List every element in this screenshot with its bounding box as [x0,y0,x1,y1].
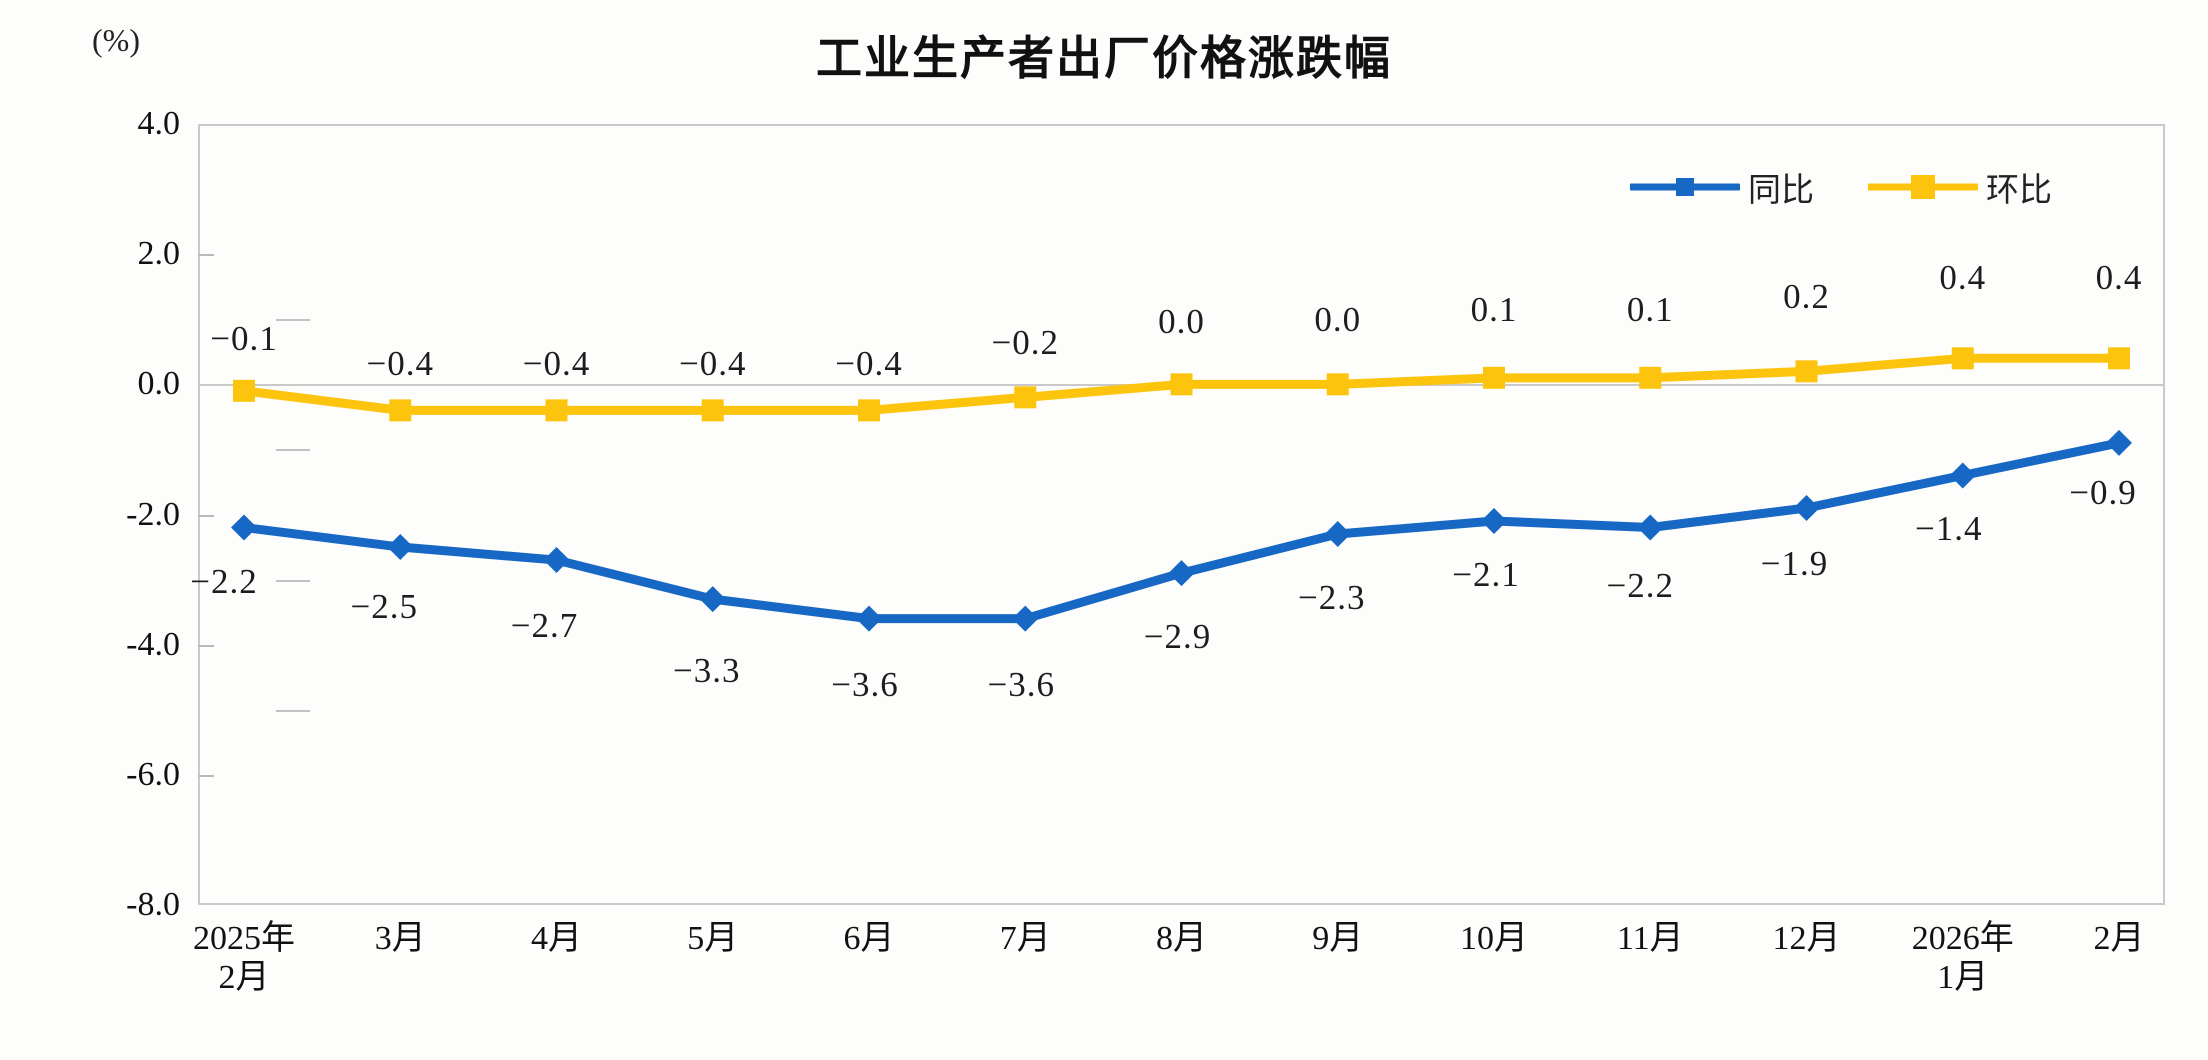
x-tick-label: 2月 [2093,920,2145,957]
data-label-tongbi: −2.7 [510,606,579,646]
y-tick-label: 4.0 [137,105,181,142]
chart-title: 工业生产者出厂价格涨跌幅 [816,33,1392,84]
legend-item-huanbi[interactable]: 环比 [1868,163,2052,211]
y-minor-tick-mark [276,449,310,452]
x-tick-label: 6月 [843,920,895,957]
data-label-huanbi: 0.2 [1783,277,1830,317]
plot-area-frame [198,124,2165,905]
y-tick-mark [198,774,214,777]
legend-label: 环比 [1986,173,2052,209]
data-label-tongbi: −3.6 [831,664,899,704]
data-label-huanbi: 0.0 [1314,300,1362,340]
y-tick-label: 2.0 [137,235,181,273]
x-tick-label: 9月 [1312,920,1364,957]
chart-legend: 同比 环比 [1630,163,2052,211]
x-tick-label: 7月 [999,920,1051,957]
data-label-huanbi: 0.4 [2095,258,2143,298]
data-label-huanbi: −0.4 [835,344,903,384]
y-minor-tick-mark [276,579,310,582]
x-tick-label: 2026年 1月 [1911,920,2014,997]
y-minor-tick-mark [276,709,310,712]
data-label-huanbi: 0.0 [1158,302,1205,342]
data-label-huanbi: 0.1 [1470,289,1518,329]
x-tick-label: 2025年 2月 [193,920,295,997]
x-tick-label: 12月 [1772,920,1841,957]
data-label-huanbi: −0.2 [991,323,1059,363]
data-label-tongbi: −1.4 [1915,509,1983,549]
data-label-tongbi: −2.5 [350,587,418,627]
x-tick-label: 5月 [687,920,739,957]
x-tick-label: 11月 [1616,920,1684,957]
data-label-huanbi: 0.1 [1626,289,1674,329]
data-label-tongbi: −3.6 [987,664,1055,704]
zero-baseline [198,384,2165,387]
y-tick-mark [198,644,214,647]
data-label-tongbi: −2.3 [1298,578,1366,618]
y-tick-label: -4.0 [126,625,180,663]
legend-square-icon [1868,175,1978,199]
data-label-tongbi: −2.2 [190,561,258,601]
y-tick-label: -2.0 [126,495,180,533]
data-label-tongbi: −2.2 [1606,565,1674,605]
y-tick-label: -8.0 [126,886,180,923]
y-minor-tick-mark [276,319,310,322]
legend-item-tongbi[interactable]: 同比 [1630,163,1814,211]
legend-label: 同比 [1748,173,1814,209]
x-tick-label: 3月 [374,920,426,957]
data-label-huanbi: 0.4 [1939,258,1987,298]
data-label-huanbi: −0.4 [366,344,434,384]
y-tick-mark [198,254,214,257]
data-label-huanbi: −0.1 [210,318,278,358]
data-label-tongbi: −1.9 [1760,543,1829,583]
y-tick-label: 0.0 [137,365,181,403]
data-label-tongbi: −2.9 [1143,617,1212,657]
x-tick-label: 8月 [1156,920,1207,957]
data-label-huanbi: −0.4 [679,344,747,384]
y-axis-unit-label: (%) [92,22,140,58]
legend-diamond-icon [1630,176,1740,198]
data-label-tongbi: −0.9 [2069,472,2137,512]
data-label-tongbi: −2.1 [1452,555,1520,594]
x-tick-label: 4月 [531,920,582,957]
y-tick-mark [198,514,214,517]
y-tick-label: -6.0 [126,755,180,793]
x-tick-label: 10月 [1460,920,1528,957]
data-label-huanbi: −0.4 [522,344,591,384]
data-label-tongbi: −3.3 [673,651,741,691]
